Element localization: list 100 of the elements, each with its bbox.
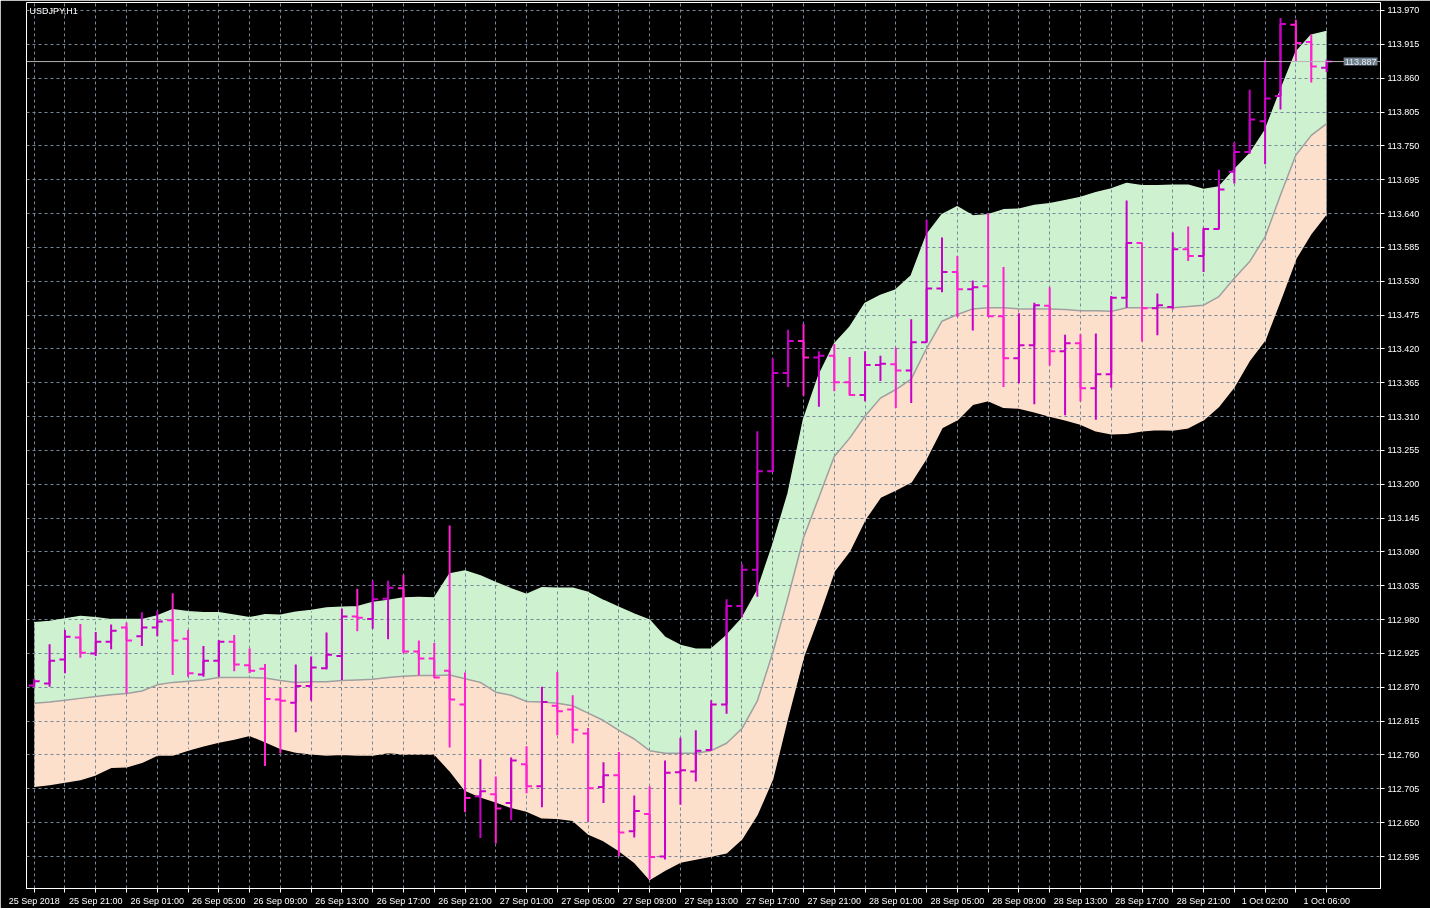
candlestick bbox=[396, 573, 411, 655]
y-tick-label: 113.365 bbox=[1387, 377, 1420, 388]
candlestick bbox=[596, 761, 611, 804]
candlestick bbox=[766, 357, 780, 473]
x-tick-label: 27 Sep 17:00 bbox=[745, 895, 800, 906]
candlestick bbox=[212, 638, 226, 678]
candlestick bbox=[1304, 33, 1318, 84]
candlestick bbox=[750, 430, 764, 598]
candlestick bbox=[843, 355, 857, 397]
candlestick bbox=[827, 342, 841, 393]
candlestick bbox=[673, 736, 687, 806]
y-tick-label: 113.310 bbox=[1387, 411, 1420, 422]
y-tick-label: 112.815 bbox=[1387, 716, 1420, 727]
candlestick bbox=[904, 318, 918, 405]
x-tick-label: 26 Sep 21:00 bbox=[438, 895, 492, 906]
candlestick bbox=[473, 758, 487, 840]
candlestick bbox=[1135, 241, 1149, 343]
x-tick-label: 28 Sep 01:00 bbox=[869, 895, 923, 906]
candlestick bbox=[1212, 168, 1226, 231]
candlestick bbox=[273, 686, 287, 755]
candlestick bbox=[166, 592, 180, 676]
candlestick bbox=[443, 524, 457, 749]
candlestick bbox=[704, 699, 718, 752]
y-tick-label: 113.860 bbox=[1387, 73, 1420, 84]
candlestick bbox=[535, 685, 549, 809]
y-tick-label: 113.585 bbox=[1387, 242, 1420, 253]
candlestick bbox=[581, 726, 595, 824]
ref-line-label: 113.887 bbox=[1344, 56, 1377, 67]
candlestick bbox=[566, 694, 580, 745]
candlestick bbox=[720, 598, 734, 715]
x-tick-label: 28 Sep 21:00 bbox=[1176, 895, 1231, 906]
candlestick bbox=[1197, 226, 1211, 273]
x-tick-label: 27 Sep 09:00 bbox=[622, 895, 677, 906]
y-tick-label: 113.640 bbox=[1387, 208, 1420, 219]
candlestick bbox=[1273, 16, 1288, 111]
candlestick bbox=[458, 671, 472, 814]
x-tick-label: 27 Sep 13:00 bbox=[684, 895, 738, 906]
candlestick bbox=[643, 785, 657, 881]
candlestick bbox=[1012, 312, 1026, 385]
candlestick bbox=[181, 629, 195, 678]
x-tick-label: 26 Sep 13:00 bbox=[315, 895, 369, 906]
candlestick bbox=[489, 775, 503, 845]
x-tick-label: 1 Oct 06:00 bbox=[1303, 895, 1350, 906]
candlestick bbox=[289, 663, 303, 734]
x-tick-label: 27 Sep 21:00 bbox=[807, 895, 862, 906]
candlestick bbox=[1089, 332, 1103, 421]
y-tick-label: 113.255 bbox=[1387, 445, 1420, 456]
candlestick bbox=[1043, 286, 1057, 367]
y-tick-label: 113.200 bbox=[1387, 479, 1420, 490]
candlestick bbox=[689, 729, 703, 783]
candlestick bbox=[150, 610, 164, 638]
x-tick-label: 27 Sep 05:00 bbox=[561, 895, 615, 906]
candlestick bbox=[427, 642, 441, 679]
candlestick bbox=[1289, 18, 1303, 63]
x-tick-label: 27 Sep 01:00 bbox=[499, 895, 554, 906]
candlestick bbox=[873, 354, 887, 382]
y-tick-label: 113.530 bbox=[1387, 276, 1420, 287]
candlestick bbox=[920, 218, 934, 344]
candlestick bbox=[1120, 199, 1134, 309]
candlestick bbox=[1073, 333, 1088, 403]
candlestick bbox=[550, 670, 564, 737]
candlestick bbox=[1320, 58, 1334, 74]
y-tick-label: 113.750 bbox=[1387, 140, 1420, 151]
candlestick bbox=[812, 350, 826, 408]
x-tick-label: 25 Sep 21:00 bbox=[68, 895, 123, 906]
candlestick bbox=[319, 631, 334, 671]
candlestick bbox=[796, 322, 811, 397]
candlestick bbox=[612, 750, 626, 858]
candlestick bbox=[366, 579, 380, 630]
candlestick bbox=[504, 756, 518, 822]
candlestick bbox=[335, 607, 349, 681]
candlestick bbox=[304, 655, 318, 702]
y-tick-label: 112.705 bbox=[1387, 783, 1420, 794]
candlestick bbox=[43, 643, 57, 688]
candlestick bbox=[1258, 58, 1272, 166]
x-tick-label: 25 Sep 2018 bbox=[8, 895, 60, 906]
candlestick bbox=[520, 745, 534, 795]
candlestick bbox=[627, 794, 641, 839]
candlestick bbox=[1150, 292, 1164, 337]
y-tick-label: 113.145 bbox=[1387, 513, 1420, 524]
candlestick bbox=[243, 647, 257, 675]
candlestick bbox=[196, 645, 210, 678]
y-tick-label: 112.925 bbox=[1387, 648, 1420, 659]
candlestick bbox=[735, 563, 749, 619]
y-tick-label: 112.870 bbox=[1387, 682, 1420, 693]
candlestick bbox=[119, 621, 134, 695]
y-tick-label: 112.595 bbox=[1387, 851, 1420, 862]
candlestick bbox=[412, 639, 426, 677]
candlestick bbox=[935, 236, 949, 294]
candlestick bbox=[381, 579, 395, 641]
x-tick-label: 28 Sep 13:00 bbox=[1053, 895, 1108, 906]
candlestick bbox=[1104, 294, 1118, 389]
y-tick-label: 113.090 bbox=[1387, 546, 1420, 557]
candlestick bbox=[1166, 231, 1180, 311]
y-tick-label: 112.980 bbox=[1387, 614, 1420, 625]
x-tick-label: 28 Sep 05:00 bbox=[930, 895, 985, 906]
candlestick bbox=[135, 611, 149, 648]
x-tick-label: 1 Oct 02:00 bbox=[1241, 895, 1289, 906]
candlestick bbox=[1181, 225, 1195, 262]
candlestick bbox=[258, 662, 272, 768]
